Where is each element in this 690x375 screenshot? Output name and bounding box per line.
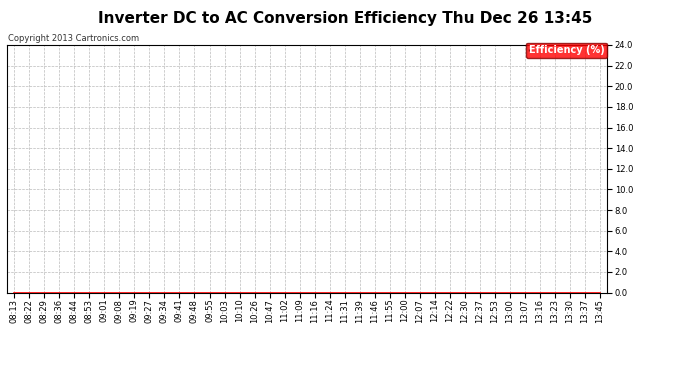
Legend: Efficiency (%): Efficiency (%) (526, 42, 607, 58)
Text: Inverter DC to AC Conversion Efficiency Thu Dec 26 13:45: Inverter DC to AC Conversion Efficiency … (98, 11, 592, 26)
Text: Copyright 2013 Cartronics.com: Copyright 2013 Cartronics.com (8, 33, 139, 42)
